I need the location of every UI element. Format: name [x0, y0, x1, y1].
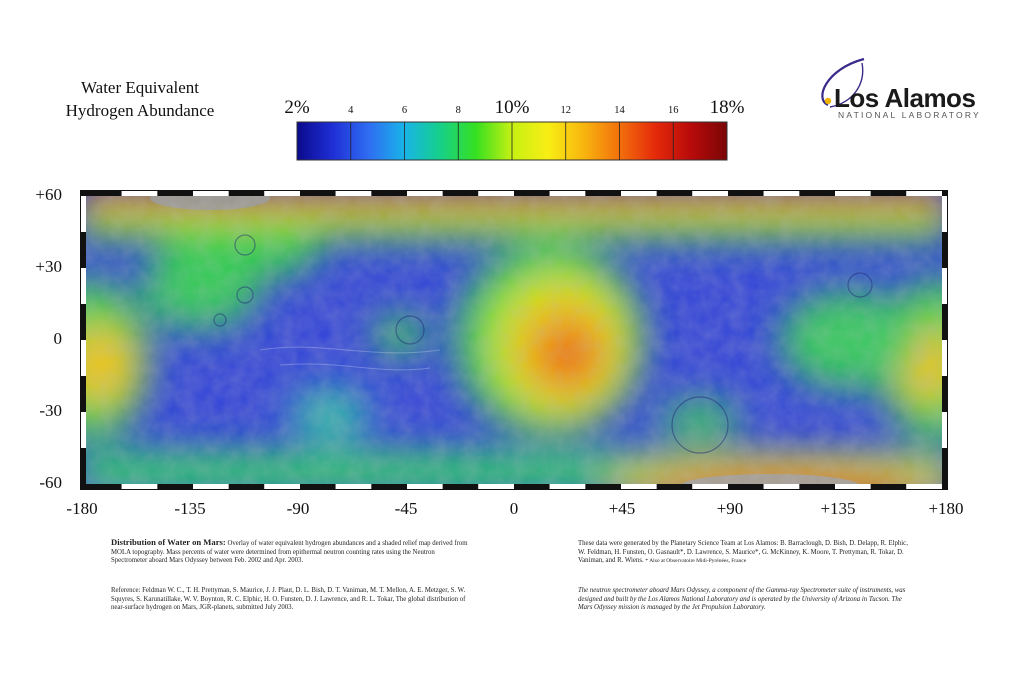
colorbar-label: 18% — [709, 97, 745, 118]
latitude-label: 0 — [53, 329, 63, 348]
logo-name: Los Alamos — [834, 83, 976, 113]
map-title: Water Equivalent Hydrogen Abundance — [40, 76, 240, 122]
distribution-text: Distribution of Water on Mars: Overlay o… — [111, 538, 471, 566]
distribution-body: Overlay of water equivalent hydrogen abu… — [111, 540, 468, 565]
title-line-2: Hydrogen Abundance — [65, 101, 215, 120]
credits-body: These data were generated by the Planeta… — [578, 540, 908, 565]
colorbar-label: 4 — [348, 105, 354, 116]
longitude-label: -45 — [394, 499, 418, 518]
mars-hydrogen-map — [80, 190, 948, 494]
reference-text: Reference: Feldman W. C., T. H. Prettyma… — [111, 587, 466, 612]
distribution-heading: Distribution of Water on Mars: — [111, 537, 226, 547]
colorbar-label: 12 — [560, 105, 572, 116]
longitude-label: 0 — [509, 499, 519, 518]
colorbar — [296, 121, 728, 161]
instrument-text: The neutron spectrometer aboard Mars Ody… — [578, 587, 906, 612]
latitude-label: +30 — [35, 257, 62, 276]
latitude-label: -60 — [39, 473, 62, 492]
credits-text: These data were generated by the Planeta… — [578, 540, 914, 566]
colorbar-label: 16 — [668, 105, 679, 116]
colorbar-label: 14 — [614, 105, 625, 116]
longitude-label: +45 — [608, 499, 636, 518]
longitude-label: +180 — [928, 499, 964, 518]
latitude-label: +60 — [35, 185, 62, 204]
los-alamos-logo: Los Alamos NATIONAL LABORATORY — [806, 55, 986, 125]
longitude-label: +90 — [716, 499, 744, 518]
logo-subtitle: NATIONAL LABORATORY — [838, 110, 981, 120]
longitude-label: -180 — [66, 499, 98, 518]
colorbar-label: 6 — [401, 105, 408, 116]
latitude-label: -30 — [39, 401, 62, 420]
colorbar-label: 8 — [455, 105, 461, 116]
orbit-logo-icon — [821, 57, 865, 108]
title-line-1: Water Equivalent — [80, 78, 200, 97]
map-canvas — [80, 190, 948, 490]
longitude-label: +135 — [820, 499, 856, 518]
longitude-label: -135 — [174, 499, 206, 518]
longitude-label: -90 — [286, 499, 310, 518]
colorbar-label: 10% — [494, 97, 530, 118]
credits-note: * Also at Observatoire Midi-Pyrénées, Fr… — [645, 558, 747, 565]
colorbar-label: 2% — [284, 97, 310, 118]
